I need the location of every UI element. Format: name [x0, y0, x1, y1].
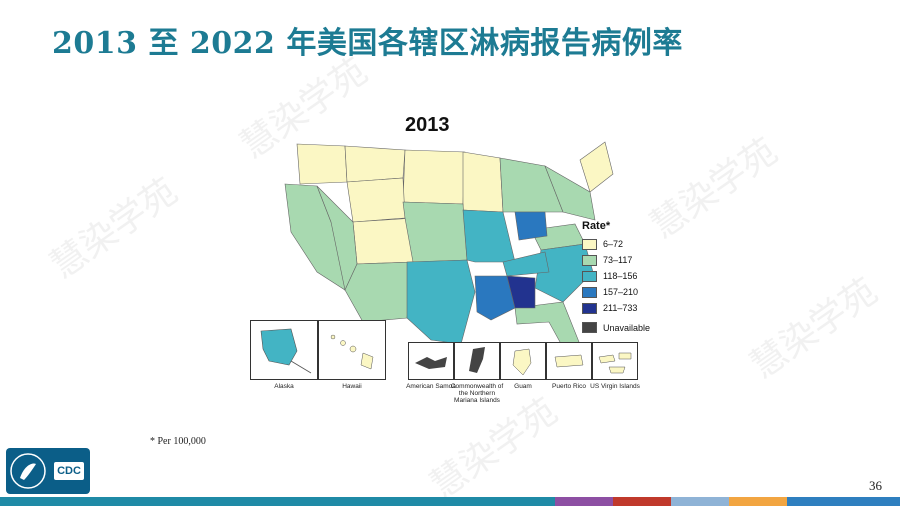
legend-swatch [582, 286, 597, 298]
map-region-montana [344, 145, 406, 183]
watermark: 慧染学苑 [743, 270, 885, 387]
map-region-tennessee [502, 251, 550, 277]
legend-item: 211–733 [582, 300, 638, 316]
inset-label-guam: Guam [514, 383, 532, 390]
inset-alaska [250, 320, 318, 380]
map-region-northwest [296, 143, 348, 185]
guam-shape [512, 348, 532, 376]
alaska-shape [260, 328, 312, 374]
page-number: 36 [869, 478, 882, 493]
us-choropleth-map [284, 141, 614, 363]
legend-swatch [582, 254, 597, 266]
legend-swatch [582, 302, 597, 314]
cdc-logo: CDC [6, 448, 90, 494]
map-region-colorado [352, 217, 416, 265]
legend-item: 118–156 [582, 268, 638, 284]
map-region-deep-south [506, 275, 536, 309]
map-region-new-england [579, 141, 614, 193]
watermark: 慧染学苑 [43, 170, 185, 287]
legend-swatch [582, 238, 597, 250]
american-samoa-shape [415, 357, 447, 369]
hawaii-shape [330, 334, 374, 370]
inset-puerto-rico [546, 342, 592, 380]
legend-swatch [582, 322, 597, 333]
bottom-bar-segment [0, 497, 555, 506]
inset-label-hawaii: Hawaii [342, 383, 362, 390]
bottom-bar-segment [729, 497, 787, 506]
bottom-color-bar [0, 497, 900, 506]
map-region-south-central [406, 259, 476, 345]
hhs-seal-icon [10, 453, 46, 489]
bottom-bar-segment [787, 497, 900, 506]
us-virgin-islands-shape [598, 352, 632, 374]
map-region-lower-mississippi [474, 275, 516, 321]
inset-label-american-samoa: American Samoa [406, 383, 456, 390]
bottom-bar-segment [613, 497, 671, 506]
legend-item: 157–210 [582, 284, 638, 300]
legend-unavailable: Unavailable [582, 322, 650, 333]
map-region-plains [402, 201, 468, 263]
inset-label-northern-mariana: Commonwealth of the Northern Mariana Isl… [450, 383, 504, 404]
map-region-southeast-coast [534, 243, 594, 303]
legend-label: 6–72 [603, 239, 624, 249]
legend-label: 211–733 [603, 303, 638, 313]
inset-northern-mariana [454, 342, 500, 380]
map-region-northeast [544, 165, 596, 221]
slide-title: 2013 至 2022 年美国各辖区淋病报告病例率 [52, 26, 683, 61]
legend-swatch [582, 270, 597, 282]
map-year-label: 2013 [405, 114, 450, 136]
map-region-upper-midwest [462, 151, 504, 213]
bottom-bar-segment [555, 497, 613, 506]
bottom-bar-segment [671, 497, 729, 506]
map-legend: Rate* 6–72 73–117 118–156 157–210 211–73… [582, 220, 638, 316]
legend-title: Rate* [582, 220, 611, 232]
inset-american-samoa [408, 342, 454, 380]
legend-item: 6–72 [582, 236, 638, 252]
map-region-wyoming [346, 177, 406, 223]
inset-guam [500, 342, 546, 380]
map-region-dakotas [402, 149, 466, 205]
inset-label-puerto-rico: Puerto Rico [552, 383, 586, 390]
map-region-southwest [344, 261, 414, 323]
legend-label: Unavailable [603, 322, 651, 333]
map-region-midwest-core [462, 209, 516, 263]
legend-label: 157–210 [603, 287, 639, 297]
map-region-ohio [514, 211, 548, 241]
legend-label: 118–156 [603, 271, 638, 281]
legend-item: 73–117 [582, 252, 638, 268]
inset-hawaii [318, 320, 386, 380]
footnote: * Per 100,000 [150, 436, 206, 447]
inset-label-alaska: Alaska [274, 383, 294, 390]
inset-label-us-virgin-islands: US Virgin Islands [590, 383, 640, 390]
northern-mariana-shape [469, 347, 485, 373]
cdc-logo-text: CDC [54, 462, 84, 480]
puerto-rico-shape [554, 354, 584, 368]
legend-label: 73–117 [603, 255, 633, 265]
inset-us-virgin-islands [592, 342, 638, 380]
